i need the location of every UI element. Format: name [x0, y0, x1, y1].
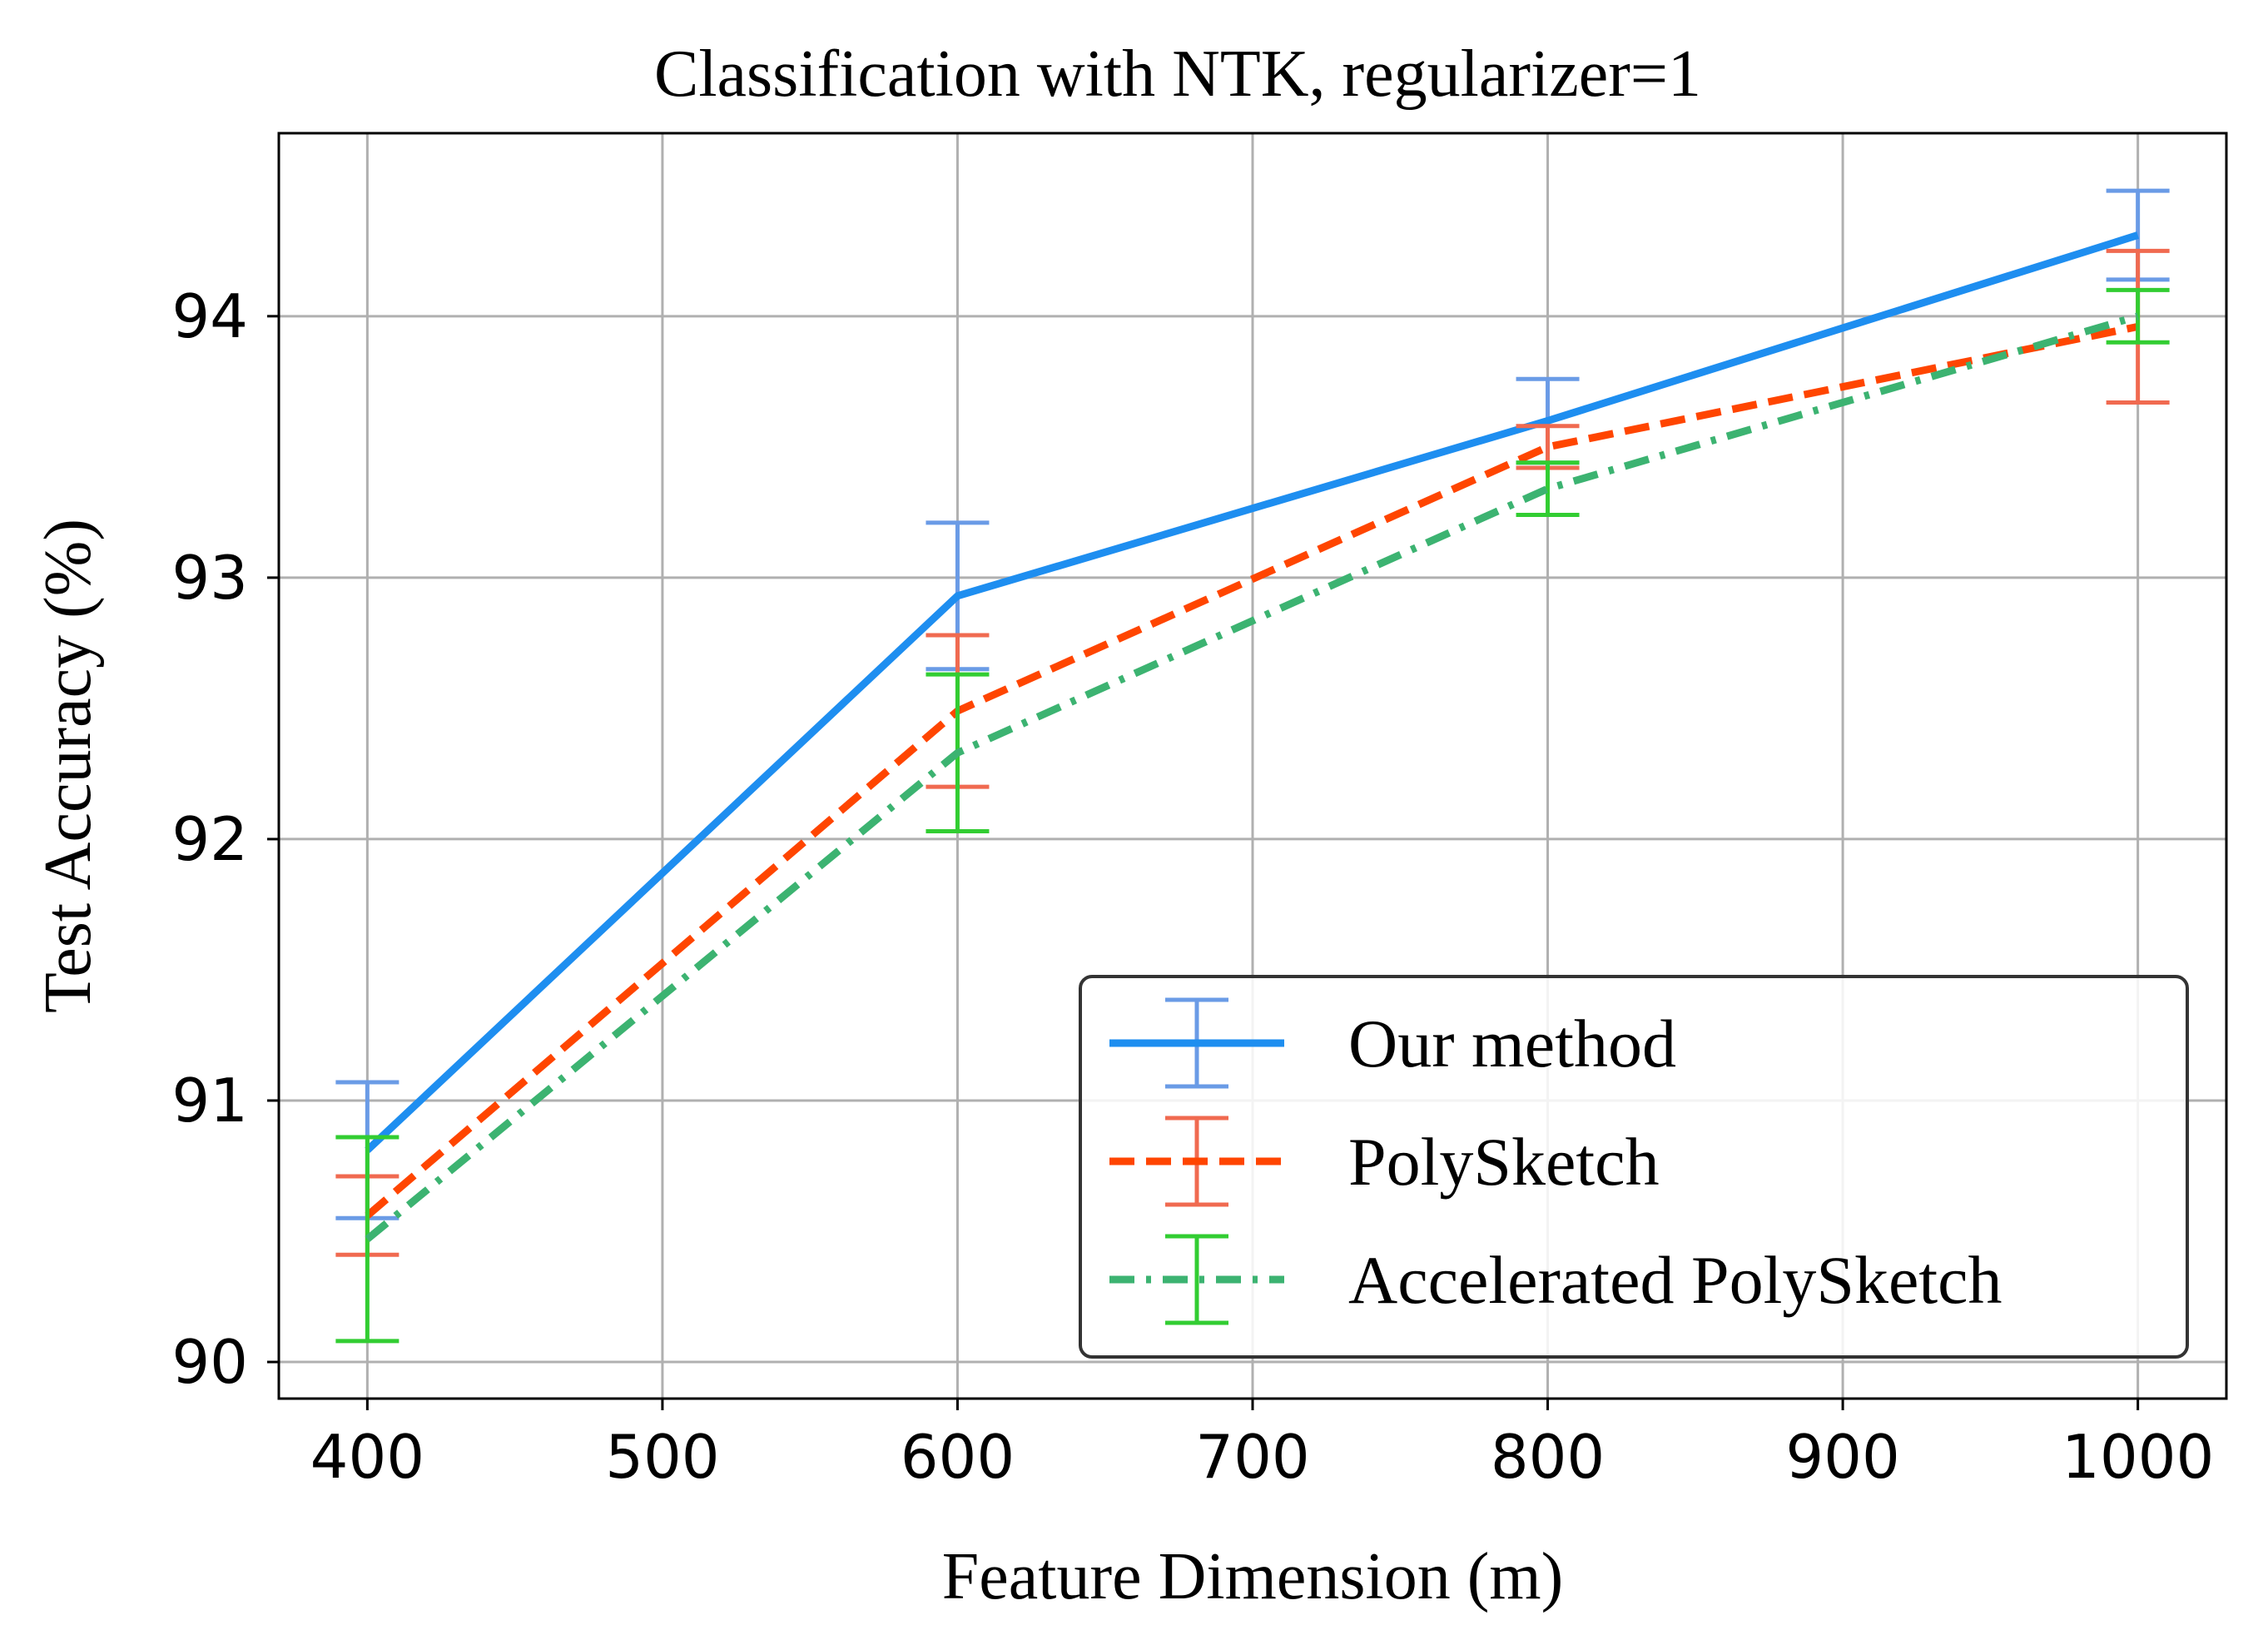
- legend-label: PolySketch: [1348, 1124, 1660, 1200]
- x-tick-label: 900: [1785, 1422, 1899, 1492]
- x-tick-label: 800: [1491, 1422, 1605, 1492]
- y-tick-label: 94: [171, 281, 248, 351]
- legend: Our method PolySketch Accelerated PolySket…: [1079, 975, 2189, 1359]
- legend-label: Our method: [1348, 1006, 1676, 1081]
- series-3: [335, 287, 2170, 1344]
- y-tick-label: 90: [171, 1327, 248, 1397]
- legend-entry-3: Accelerated PolySketch: [1109, 1234, 2002, 1325]
- x-tick-label: 400: [310, 1422, 424, 1492]
- legend-frame: [1079, 975, 2189, 1359]
- series-line: [365, 312, 2139, 1242]
- y-tick-label: 93: [171, 543, 248, 613]
- series-2: [335, 248, 2170, 1257]
- x-tick-label: 500: [605, 1422, 719, 1492]
- x-tick-label: 700: [1195, 1422, 1309, 1492]
- legend-entry-2: PolySketch: [1109, 1116, 1660, 1207]
- legend-entry-1: Our method: [1109, 997, 1676, 1089]
- series-group: [335, 188, 2170, 1344]
- chart-title: Classification with NTK, regularizer=1: [654, 37, 1701, 111]
- series-line: [365, 322, 2139, 1219]
- x-axis-label: Feature Dimension (m): [942, 1540, 1563, 1613]
- legend-label: Accelerated PolySketch: [1348, 1242, 2002, 1318]
- x-tick-label: 1000: [2062, 1422, 2214, 1492]
- series-line: [365, 231, 2139, 1153]
- y-tick-label: 91: [171, 1066, 248, 1136]
- axis-ticks: 400 500 600 700 800 900 1000 90 91 92 93 94: [171, 281, 2214, 1492]
- y-axis-label: Test Accuracy (%): [32, 519, 105, 1013]
- y-tick-label: 92: [171, 804, 248, 874]
- x-tick-label: 600: [901, 1422, 1015, 1492]
